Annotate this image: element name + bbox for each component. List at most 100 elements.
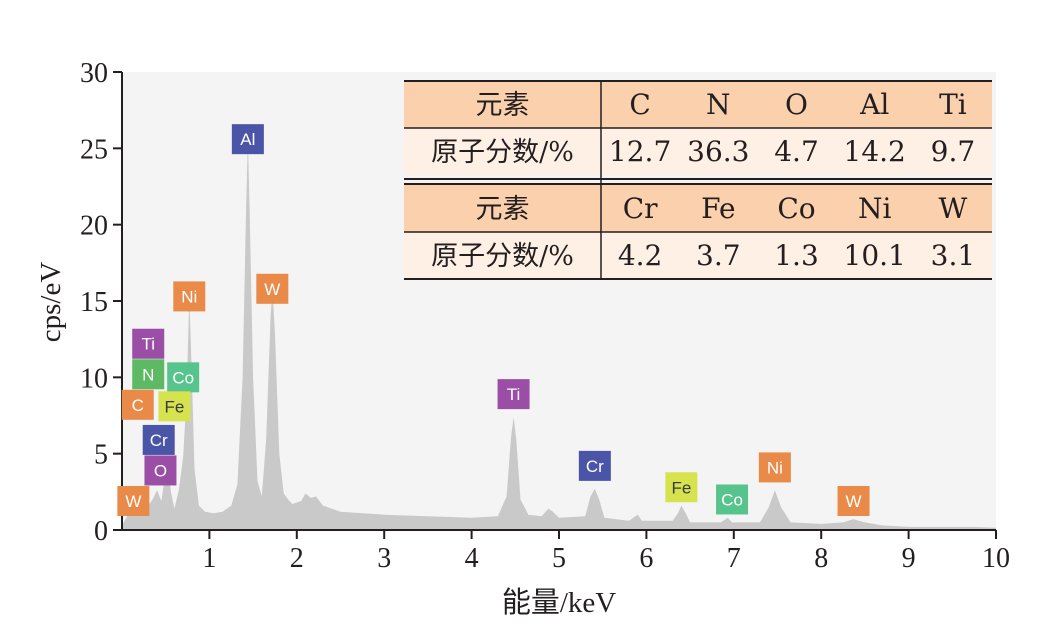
peak-label-text: Cr [150,431,168,450]
table-cell: N [706,88,731,121]
peak-label: Fe [665,472,698,503]
x-tick-label: 3 [377,543,391,574]
peak-label: Ni [758,452,791,483]
peak-label-text: C [132,396,144,415]
peak-label-box [173,281,206,312]
table-cell: Co [777,192,815,225]
y-tick-label: 30 [80,58,108,89]
peak-label-box [121,389,154,420]
table-row-bg [404,81,992,128]
peak-label-text: Ni [767,458,783,477]
peak-label-text: Ni [181,287,197,306]
peak-label-box [142,424,175,455]
peak-label-text: N [142,365,154,384]
peak-label-text: Al [240,130,255,149]
peak-label: O [144,455,177,486]
peak-label-text: W [125,492,141,511]
x-tick-label: 4 [465,543,479,574]
peak-label-text: Ti [507,385,521,404]
y-tick-label: 20 [80,211,108,242]
peak-label-box [578,450,611,481]
x-tick-label: 10 [982,543,1010,574]
peak-label-box [132,328,165,359]
axes: 0 5 10 15 20 25 30 1 2 3 4 5 6 7 8 9 10 [80,58,1010,574]
peak-label-text: O [154,461,167,480]
peak-label: Al [231,124,264,155]
table-cell: 4.2 [618,239,663,272]
peak-label-box [167,362,200,393]
table-cell: 1.3 [774,239,819,272]
peak-label-text: W [846,492,862,511]
x-tick-label: 6 [639,543,653,574]
peak-label: Ti [132,328,165,359]
x-tick-label: 2 [290,543,304,574]
table-row-bg [404,185,992,232]
x-tick-label: 7 [727,543,741,574]
peak-label: Co [716,484,749,515]
table-cell: Al [859,88,889,121]
peak-label-box [117,485,150,516]
peak-label-box [758,452,791,483]
peak-label-text: Co [721,490,743,509]
table-cell: Ni [858,192,892,225]
peak-label-text: Fe [165,397,185,416]
table-cell: Fe [701,192,735,225]
table-row-bg [404,232,992,279]
peak-label: Cr [142,424,175,455]
y-tick-label: 15 [80,287,108,318]
y-tick-label: 10 [80,363,108,394]
peak-label-box [144,455,177,486]
peak-label-box [132,359,165,390]
y-tick-label: 5 [94,440,108,471]
peak-label-text: Ti [141,335,155,354]
y-axis-title: cps/eV [35,262,67,343]
table-cell: 36.3 [687,135,749,168]
table-cell: W [939,192,968,225]
table-cell: 4.7 [774,135,819,168]
table-cell: Cr [623,192,658,225]
peak-label-box [158,391,191,422]
peak-label-text: Co [172,368,194,387]
composition-table: 元素 C N O Al Ti 原子分数/% 12.7 36.3 4.7 14.2 9.7 元素 Cr Fe C… [404,80,992,280]
peak-label: W [837,485,870,516]
peak-label-box [837,485,870,516]
table-cell: C [629,88,650,121]
table-row-label: 原子分数/% [431,241,574,272]
y-tick-label: 0 [94,516,108,547]
peak-label: Ti [497,379,530,410]
peak-label: Cr [578,450,611,481]
peak-label: C [121,389,154,420]
table-row-bg [404,128,992,175]
peak-label-box [497,379,530,410]
x-axis-title: 能量/keV [502,586,616,619]
y-tick-label: 25 [80,134,108,165]
table-cell: 9.7 [931,135,976,168]
table-cell: 12.7 [609,135,671,168]
x-tick-label: 1 [202,543,216,574]
table-row-label: 原子分数/% [431,137,574,168]
table-cell: O [785,88,808,121]
peak-label-box [256,273,289,304]
peak-label-box [716,484,749,515]
table-cell: 14.2 [844,135,906,168]
x-tick-label: 9 [902,543,916,574]
table-cell: 10.1 [844,239,906,272]
peak-label-box [665,472,698,503]
peak-label-text: W [264,280,280,299]
peak-label: W [117,485,150,516]
peak-label: W [256,273,289,304]
table-row-label: 元素 [476,194,530,225]
peak-label-text: Fe [671,478,691,497]
table-cell: 3.1 [931,239,976,272]
peak-label-text: Cr [586,457,604,476]
x-tick-label: 8 [814,543,828,574]
peak-label: N [132,359,165,390]
table-cell: 3.7 [696,239,741,272]
peak-label: Ni [173,281,206,312]
table-cell: Ti [939,88,967,121]
peak-label-box [231,124,264,155]
x-tick-label: 5 [552,543,566,574]
table-row-label: 元素 [476,90,530,121]
